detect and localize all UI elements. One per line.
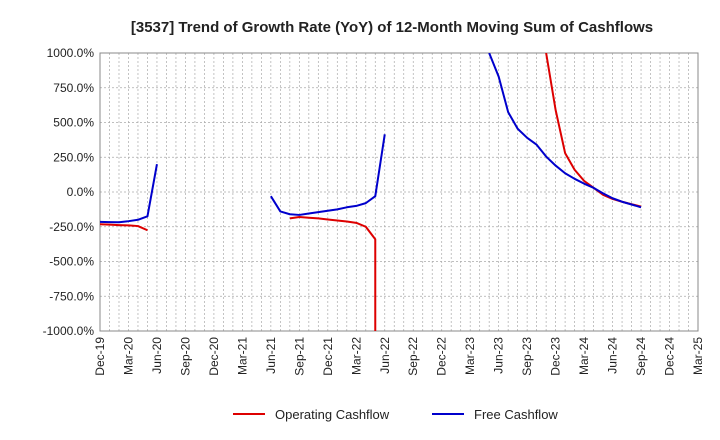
x-tick-label: Dec-21 bbox=[321, 337, 335, 376]
x-tick-label: Sep-20 bbox=[178, 337, 192, 376]
x-tick-label: Jun-23 bbox=[492, 337, 506, 374]
x-tick-label: Jun-20 bbox=[150, 337, 164, 374]
series-line-1 bbox=[100, 164, 158, 224]
plot-area bbox=[99, 52, 699, 332]
y-tick-label: 1000.0% bbox=[47, 46, 95, 60]
x-tick-label: Mar-24 bbox=[577, 337, 591, 375]
x-tick-label: Sep-22 bbox=[406, 337, 420, 376]
x-tick-label: Sep-23 bbox=[520, 337, 534, 376]
y-tick-label: 750.0% bbox=[53, 81, 94, 95]
x-tick-label: Mar-21 bbox=[235, 337, 249, 375]
series-line-1 bbox=[270, 134, 386, 216]
y-tick-label: 500.0% bbox=[53, 116, 94, 130]
x-tick-label: Sep-21 bbox=[292, 337, 306, 376]
y-tick-label: -1000.0% bbox=[43, 324, 95, 338]
y-axis-ticks: 1000.0% 750.0% 500.0% 250.0% 0.0% -250.0% -500… bbox=[43, 46, 95, 338]
series-lines bbox=[100, 53, 642, 331]
x-tick-label: Mar-22 bbox=[349, 337, 363, 375]
x-tick-label: Mar-20 bbox=[121, 337, 135, 375]
x-tick-label: Dec-19 bbox=[93, 337, 107, 376]
chart-title: [3537] Trend of Growth Rate (YoY) of 12-… bbox=[131, 19, 653, 36]
x-tick-label: Jun-22 bbox=[378, 337, 392, 374]
x-tick-label: Dec-24 bbox=[663, 337, 677, 376]
y-tick-label: 0.0% bbox=[67, 185, 95, 199]
y-tick-label: -750.0% bbox=[49, 289, 94, 303]
series-line-1 bbox=[488, 53, 642, 209]
x-tick-label: Jun-24 bbox=[606, 337, 620, 374]
x-tick-label: Mar-23 bbox=[463, 337, 477, 375]
y-tick-label: -250.0% bbox=[49, 220, 94, 234]
x-tick-label: Dec-23 bbox=[549, 337, 563, 376]
y-tick-label: -500.0% bbox=[49, 255, 94, 269]
x-tick-label: Mar-25 bbox=[691, 337, 705, 375]
x-tick-label: Sep-24 bbox=[634, 337, 648, 376]
y-tick-label: 250.0% bbox=[53, 150, 94, 164]
legend: Operating Cashflow Free Cashflow bbox=[233, 407, 558, 422]
x-tick-label: Jun-21 bbox=[264, 337, 278, 374]
legend-label-0: Operating Cashflow bbox=[275, 407, 390, 422]
legend-label-1: Free Cashflow bbox=[474, 407, 558, 422]
x-tick-label: Dec-20 bbox=[207, 337, 221, 376]
x-axis-ticks: Dec-19 Mar-20 Jun-20 Sep-20 Dec-20 Mar-21 Jun-… bbox=[93, 337, 705, 376]
grid-lines bbox=[99, 52, 699, 332]
x-tick-label: Dec-22 bbox=[435, 337, 449, 376]
series-line-0 bbox=[289, 216, 377, 331]
series-line-0 bbox=[100, 223, 148, 232]
